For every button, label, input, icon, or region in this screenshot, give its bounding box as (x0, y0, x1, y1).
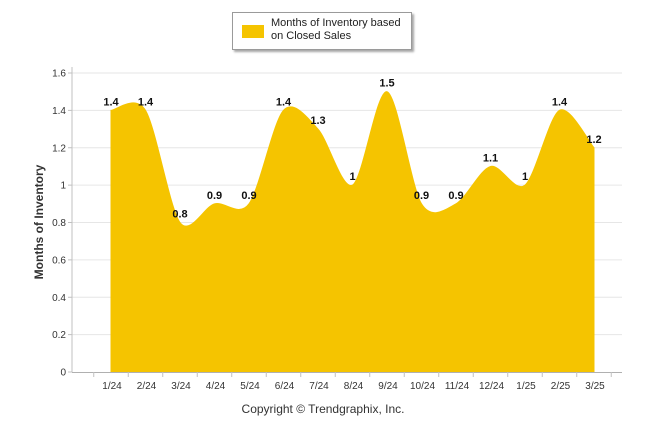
data-labels: 1.4 1.4 0.8 0.9 0.9 1.4 1.3 1 1.5 0.9 0.9 1.1 1 1.4 1.… (103, 78, 601, 221)
data-label: 1 (349, 171, 355, 183)
data-label: 1.1 (483, 152, 498, 164)
y-tick-label: 0.4 (52, 293, 66, 304)
x-tick-label: 1/25 (516, 381, 536, 392)
x-tick-label: 3/24 (171, 381, 191, 392)
y-tick-label: 1 (60, 181, 66, 192)
y-tick-label: 0.6 (52, 255, 66, 266)
x-tick-label: 5/24 (240, 381, 260, 392)
axes: 0 0.2 0.4 0.6 0.8 1 1.2 1.4 1.6 1/24 2/24 3/24 4/24 5… (52, 67, 622, 392)
plot-area (110, 91, 595, 373)
y-tick-label: 0 (60, 368, 66, 379)
x-tick-label: 6/24 (275, 381, 295, 392)
data-label: 1.2 (586, 134, 601, 146)
data-label: 0.9 (448, 190, 463, 202)
x-tick-label: 11/24 (445, 381, 470, 392)
data-label: 1.5 (379, 78, 394, 90)
data-label: 1.4 (138, 96, 154, 108)
series-area (110, 91, 595, 373)
x-tick-label: 9/24 (378, 381, 398, 392)
data-label: 1.4 (276, 96, 292, 108)
data-label: 0.8 (172, 209, 187, 221)
x-tick-label: 3/25 (585, 381, 605, 392)
data-label: 0.9 (241, 190, 256, 202)
data-label: 1 (522, 171, 528, 183)
x-tick-label: 7/24 (309, 381, 329, 392)
data-label: 1.3 (310, 115, 325, 127)
y-axis-title: Months of Inventory (32, 164, 46, 279)
data-label: 1.4 (552, 96, 568, 108)
x-tick-label: 12/24 (479, 381, 504, 392)
x-tick-label: 4/24 (206, 381, 226, 392)
x-tick-label: 1/24 (102, 381, 122, 392)
legend-label: Months of Inventory based on Closed Sale… (271, 17, 401, 42)
y-tick-label: 1.2 (52, 143, 66, 154)
y-tick-label: 1.6 (52, 69, 66, 80)
data-label: 1.4 (103, 96, 119, 108)
data-label: 0.9 (414, 190, 429, 202)
legend-swatch (242, 25, 264, 38)
y-tick-label: 0.2 (52, 330, 66, 341)
x-tick-label: 2/24 (137, 381, 157, 392)
data-label: 0.9 (207, 190, 222, 202)
x-tick-label: 8/24 (344, 381, 364, 392)
x-tick-label: 2/25 (551, 381, 571, 392)
legend[interactable]: Months of Inventory based on Closed Sale… (232, 12, 412, 50)
y-tick-label: 1.4 (52, 106, 66, 117)
y-tick-label: 0.8 (52, 218, 66, 229)
x-tick-label: 10/24 (410, 381, 435, 392)
copyright-text: Copyright © Trendgraphix, Inc. (241, 402, 405, 416)
